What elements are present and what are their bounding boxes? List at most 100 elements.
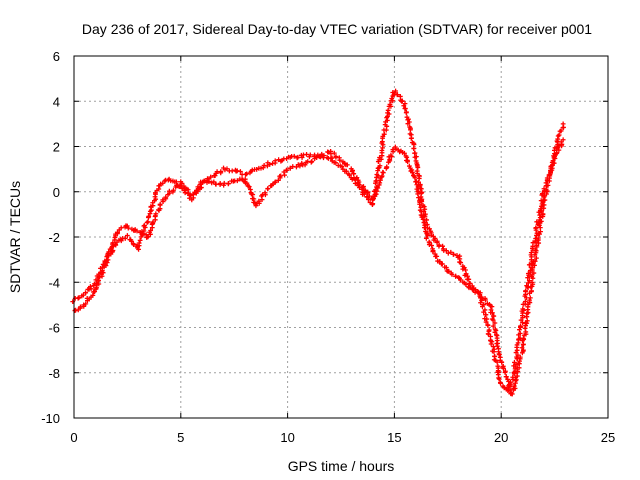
data-point-series-1 bbox=[509, 391, 515, 397]
data-point-series-1 bbox=[494, 343, 500, 349]
data-point-series-1 bbox=[122, 236, 128, 241]
data-point-series-1 bbox=[436, 242, 442, 248]
data-point-series-0 bbox=[208, 174, 214, 180]
data-point-series-0 bbox=[153, 211, 159, 217]
data-point-series-1 bbox=[182, 190, 188, 196]
data-point-series-1 bbox=[141, 228, 147, 234]
data-point-series-1 bbox=[516, 365, 522, 371]
data-point-series-0 bbox=[244, 171, 250, 177]
data-point-series-0 bbox=[179, 180, 185, 186]
data-point-series-1 bbox=[424, 217, 430, 223]
x-tick-label: 5 bbox=[177, 430, 184, 445]
data-point-series-0 bbox=[528, 250, 534, 255]
data-point-series-1 bbox=[548, 168, 554, 174]
data-point-series-1 bbox=[506, 379, 511, 384]
data-point-series-1 bbox=[131, 242, 137, 248]
data-point-series-1 bbox=[537, 225, 543, 231]
data-point-series-1 bbox=[554, 145, 560, 151]
data-point-series-1 bbox=[377, 163, 383, 169]
data-point-series-1 bbox=[178, 183, 184, 189]
data-point-series-1 bbox=[421, 213, 427, 219]
data-point-series-1 bbox=[445, 250, 451, 256]
y-tick-label: 0 bbox=[53, 185, 60, 200]
y-tick-label: -2 bbox=[48, 230, 60, 245]
data-point-series-0 bbox=[478, 300, 483, 306]
data-point-series-1 bbox=[524, 318, 530, 324]
data-point-series-1 bbox=[344, 162, 350, 168]
data-point-series-1 bbox=[531, 270, 537, 276]
data-point-series-1 bbox=[314, 155, 320, 161]
data-point-series-1 bbox=[77, 305, 83, 311]
data-point-series-1 bbox=[419, 199, 425, 204]
data-point-series-0 bbox=[152, 214, 158, 219]
x-axis-label: GPS time / hours bbox=[288, 458, 395, 474]
data-point-series-0 bbox=[498, 380, 503, 386]
data-point-series-1 bbox=[521, 336, 526, 341]
data-point-series-1 bbox=[490, 317, 496, 323]
data-point-series-1 bbox=[246, 184, 252, 190]
axis-ticks: 0 5 10 15 20 25 -10 -8 -6 -4 -2 0 2 4 6 bbox=[41, 49, 615, 445]
data-point-series-1 bbox=[137, 238, 143, 243]
gridlines bbox=[74, 56, 608, 418]
data-point-series-1 bbox=[499, 359, 505, 365]
data-point-series-1 bbox=[365, 197, 371, 202]
data-point-series-1 bbox=[305, 159, 311, 164]
data-point-series-1 bbox=[473, 287, 478, 293]
data-point-series-0 bbox=[554, 150, 560, 156]
data-point-series-0 bbox=[480, 304, 485, 309]
data-point-series-1 bbox=[105, 257, 111, 263]
data-point-series-0 bbox=[333, 160, 339, 166]
data-point-series-1 bbox=[551, 147, 557, 153]
data-point-series-1 bbox=[514, 369, 520, 375]
data-point-series-1 bbox=[490, 323, 496, 329]
data-point-series-1 bbox=[97, 274, 102, 280]
data-point-series-0 bbox=[347, 172, 352, 178]
data-point-series-0 bbox=[449, 272, 455, 277]
data-point-series-0 bbox=[512, 360, 517, 365]
data-point-series-0 bbox=[76, 295, 82, 301]
data-point-series-1 bbox=[110, 248, 116, 253]
data-point-series-1 bbox=[90, 292, 96, 298]
x-tick-label: 25 bbox=[601, 430, 615, 445]
data-point-series-1 bbox=[92, 289, 98, 294]
data-point-series-1 bbox=[467, 281, 472, 286]
data-point-series-0 bbox=[443, 265, 449, 270]
data-point-series-0 bbox=[496, 376, 502, 382]
data-point-series-1 bbox=[278, 173, 284, 179]
data-point-series-1 bbox=[373, 187, 379, 193]
data-point-series-0 bbox=[295, 154, 301, 160]
data-point-series-1 bbox=[359, 186, 365, 192]
data-point-series-1 bbox=[521, 341, 526, 347]
data-point-series-0 bbox=[517, 330, 523, 336]
data-point-series-1 bbox=[309, 159, 315, 164]
data-point-series-1 bbox=[331, 150, 337, 156]
data-point-series-0 bbox=[343, 168, 349, 174]
data-point-series-0 bbox=[526, 262, 532, 268]
data-point-series-0 bbox=[488, 341, 494, 347]
data-point-series-1 bbox=[415, 165, 421, 170]
data-point-series-0 bbox=[166, 188, 172, 194]
data-point-series-0 bbox=[388, 152, 394, 158]
y-tick-label: -6 bbox=[48, 321, 60, 336]
data-point-series-1 bbox=[262, 190, 268, 196]
data-point-series-1 bbox=[460, 266, 466, 272]
data-point-series-0 bbox=[456, 275, 462, 280]
data-point-series-1 bbox=[162, 178, 168, 184]
data-point-series-0 bbox=[520, 320, 525, 326]
data-point-series-0 bbox=[429, 243, 434, 248]
data-point-series-1 bbox=[94, 285, 99, 291]
data-point-series-1 bbox=[275, 177, 281, 183]
data-point-series-0 bbox=[417, 201, 423, 207]
data-point-series-0 bbox=[524, 283, 530, 289]
data-point-series-1 bbox=[402, 106, 408, 111]
data-point-series-1 bbox=[113, 242, 118, 248]
data-point-series-0 bbox=[384, 164, 390, 170]
data-point-series-0 bbox=[163, 194, 169, 200]
data-point-series-1 bbox=[523, 329, 529, 335]
data-point-series-0 bbox=[490, 344, 496, 349]
data-point-series-1 bbox=[99, 268, 105, 273]
plot-frame bbox=[73, 55, 609, 419]
data-point-series-0 bbox=[483, 319, 489, 325]
data-point-series-1 bbox=[550, 158, 556, 164]
data-point-series-1 bbox=[548, 164, 554, 169]
